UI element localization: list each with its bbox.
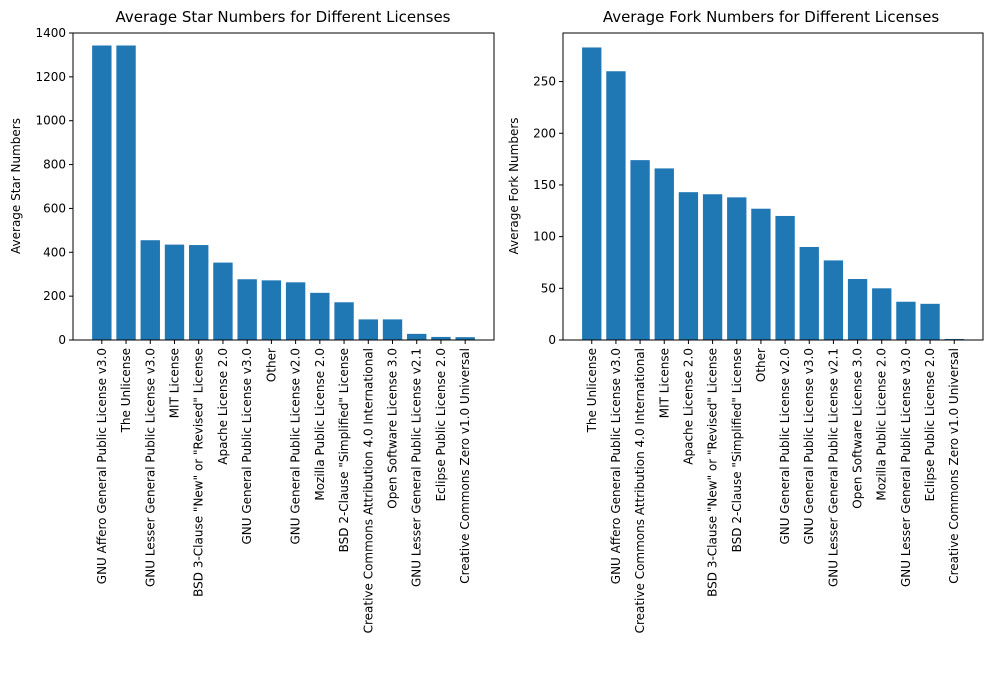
fork-chart-bar <box>606 71 626 340</box>
star-chart-bar <box>358 319 378 340</box>
star-chart-y-tick-label: 1200 <box>35 70 66 84</box>
star-chart-x-tick-label: GNU Lesser General Public License v3.0 <box>143 348 157 587</box>
star-chart-ylabel: Average Star Numbers <box>9 118 23 254</box>
fork-chart-x-tick-label: Eclipse Public License 2.0 <box>923 348 937 501</box>
fork-chart-x-tick-label: GNU Affero General Public License v3.0 <box>609 348 623 584</box>
fork-chart-panel: Average Fork Numbers for Different Licen… <box>507 8 984 633</box>
fork-chart-bar <box>727 197 747 340</box>
star-chart-x-tick-label: GNU Lesser General Public License v2.1 <box>410 348 424 587</box>
fork-chart-bar <box>751 208 771 340</box>
star-chart-y-tick-label: 800 <box>43 158 66 172</box>
star-chart-x-tick-label: Eclipse Public License 2.0 <box>434 348 448 501</box>
star-chart-x-tick-label: The Unlicense <box>119 348 133 433</box>
fork-chart-x-tick-label: Creative Commons Attribution 4.0 Interna… <box>633 348 647 633</box>
fork-chart-x-tick-label: The Unlicense <box>585 348 599 433</box>
fork-chart-bar <box>823 260 844 340</box>
fork-chart-title: Average Fork Numbers for Different Licen… <box>603 8 940 26</box>
star-chart-x-tick-label: MIT License <box>167 348 181 418</box>
star-chart-y-tick-label: 1400 <box>35 26 66 40</box>
fork-chart-y-tick-label: 250 <box>533 75 556 89</box>
fork-chart-x-tick-label: BSD 3-Clause "New" or "Revised" License <box>706 348 720 597</box>
star-chart-bar <box>189 245 209 340</box>
star-chart-x-tick-label: GNU General Public License v3.0 <box>240 348 254 545</box>
star-chart-x-tick-label: GNU Affero General Public License v3.0 <box>95 348 109 584</box>
fork-chart-y-tick-label: 0 <box>548 333 556 347</box>
fork-chart-bar <box>896 301 916 340</box>
fork-chart-x-tick-label: Mozilla Public License 2.0 <box>875 348 889 501</box>
star-chart-bar <box>310 292 330 340</box>
fork-chart-y-tick-label: 200 <box>533 126 556 140</box>
star-chart-bar <box>116 45 136 340</box>
fork-chart-x-tick-label: BSD 2-Clause "Simplified" License <box>730 348 744 552</box>
star-chart-panel: Average Star Numbers for Different Licen… <box>9 8 495 633</box>
fork-chart-x-tick-label: GNU General Public License v3.0 <box>802 348 816 545</box>
fork-chart-y-tick-label: 50 <box>541 281 556 295</box>
star-chart-bar <box>407 333 427 340</box>
star-chart-x-tick-label: Creative Commons Attribution 4.0 Interna… <box>361 348 375 633</box>
star-chart-axes-frame <box>72 32 495 341</box>
fork-chart-bar <box>702 194 723 340</box>
star-chart-x-tick-label: GNU General Public License v2.0 <box>289 348 303 545</box>
star-chart-x-axis-ticks: GNU Affero General Public License v3.0 Th… <box>95 340 472 633</box>
fork-chart-x-tick-label: Open Software License 3.0 <box>851 348 865 509</box>
star-chart-bar <box>285 282 306 340</box>
star-chart-bar <box>237 279 257 340</box>
fork-chart-x-tick-label: GNU General Public License v2.0 <box>778 348 792 545</box>
star-chart-bar <box>92 45 112 340</box>
fork-chart-bar <box>582 47 602 340</box>
fork-chart-bar <box>678 192 699 340</box>
star-chart-bar <box>334 302 354 340</box>
star-chart-bar <box>455 337 475 340</box>
fork-chart-x-tick-label: Creative Commons Zero v1.0 Universal <box>947 348 961 584</box>
fork-chart-bar <box>920 303 940 340</box>
fork-chart-x-tick-label: MIT License <box>657 348 671 418</box>
fork-chart-bar <box>944 338 964 340</box>
star-chart-x-tick-label: Creative Commons Zero v1.0 Universal <box>458 348 472 584</box>
fork-chart-bar <box>799 246 819 340</box>
star-chart-bar <box>140 240 160 340</box>
fork-chart-y-tick-label: 150 <box>533 178 556 192</box>
star-chart-y-tick-label: 0 <box>58 333 66 347</box>
fork-chart-x-axis-ticks: The Unlicense GNU Affero General Public L… <box>585 340 961 633</box>
star-chart-y-tick-label: 600 <box>43 201 66 215</box>
star-chart-x-tick-label: Mozilla Public License 2.0 <box>313 348 327 501</box>
star-chart-title: Average Star Numbers for Different Licen… <box>116 8 451 26</box>
fork-chart-bar <box>847 279 868 340</box>
star-chart-x-tick-label: Other <box>264 348 278 382</box>
star-chart-bar <box>431 336 451 340</box>
fork-chart-bars <box>582 47 964 340</box>
star-chart-bar <box>164 244 185 340</box>
star-chart-x-tick-label: BSD 3-Clause "New" or "Revised" License <box>192 348 206 597</box>
star-chart-y-tick-label: 1000 <box>35 114 66 128</box>
fork-chart-x-tick-label: Other <box>754 348 768 382</box>
fork-chart-bar <box>872 288 892 340</box>
star-chart-y-axis-ticks: 0 200 400 600 800 1000 1200 1400 <box>35 26 73 347</box>
star-chart-bar <box>382 319 403 340</box>
fork-chart-bar <box>775 215 795 340</box>
star-chart-bars <box>92 45 475 340</box>
star-chart-x-tick-label: BSD 2-Clause "Simplified" License <box>337 348 351 552</box>
fork-chart-x-tick-label: GNU Lesser General Public License v2.1 <box>826 348 840 587</box>
star-chart-x-tick-label: Apache License 2.0 <box>216 348 230 465</box>
star-chart-bar <box>213 262 233 340</box>
fork-chart-x-tick-label: Apache License 2.0 <box>681 348 695 465</box>
fork-chart-x-tick-label: GNU Lesser General Public License v3.0 <box>899 348 913 587</box>
star-chart-bar <box>261 280 282 340</box>
fork-chart-y-axis-ticks: 0 50 100 150 200 250 <box>533 75 563 347</box>
fork-chart-y-tick-label: 100 <box>533 230 556 244</box>
fork-chart-bar <box>654 168 674 340</box>
star-chart-y-tick-label: 200 <box>43 289 66 303</box>
star-chart-y-tick-label: 400 <box>43 245 66 259</box>
fork-chart-bar <box>630 160 650 340</box>
fork-chart-axes-frame <box>562 32 984 341</box>
fork-chart-ylabel: Average Fork Numbers <box>507 117 521 254</box>
star-chart-x-tick-label: Open Software License 3.0 <box>386 348 400 509</box>
